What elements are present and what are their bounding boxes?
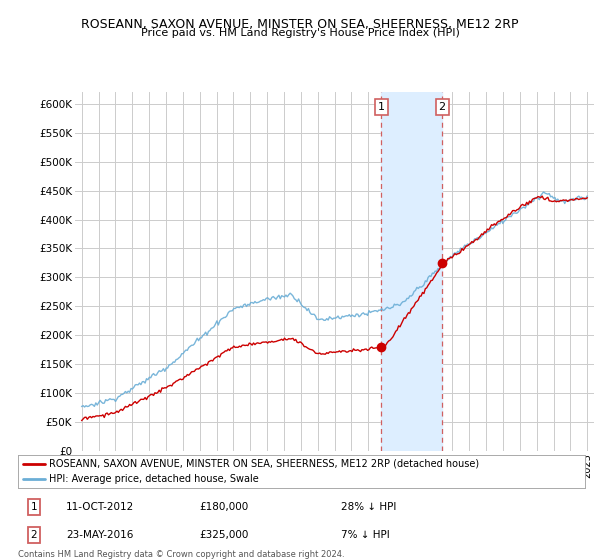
Text: Contains HM Land Registry data © Crown copyright and database right 2024.
This d: Contains HM Land Registry data © Crown c… [18,550,344,560]
Text: 28% ↓ HPI: 28% ↓ HPI [341,502,397,512]
Text: 2: 2 [439,102,446,112]
Text: 11-OCT-2012: 11-OCT-2012 [66,502,134,512]
Text: £180,000: £180,000 [199,502,248,512]
Text: £325,000: £325,000 [199,530,249,540]
Text: Price paid vs. HM Land Registry's House Price Index (HPI): Price paid vs. HM Land Registry's House … [140,28,460,38]
Text: 1: 1 [378,102,385,112]
Bar [382,92,442,451]
Text: HPI: Average price, detached house, Swale: HPI: Average price, detached house, Swal… [49,474,259,484]
Text: 23-MAY-2016: 23-MAY-2016 [66,530,134,540]
Text: 7% ↓ HPI: 7% ↓ HPI [341,530,390,540]
Text: 1: 1 [31,502,37,512]
Text: 2: 2 [31,530,37,540]
Text: ROSEANN, SAXON AVENUE, MINSTER ON SEA, SHEERNESS, ME12 2RP: ROSEANN, SAXON AVENUE, MINSTER ON SEA, S… [81,18,519,31]
Text: ROSEANN, SAXON AVENUE, MINSTER ON SEA, SHEERNESS, ME12 2RP (detached house): ROSEANN, SAXON AVENUE, MINSTER ON SEA, S… [49,459,479,469]
